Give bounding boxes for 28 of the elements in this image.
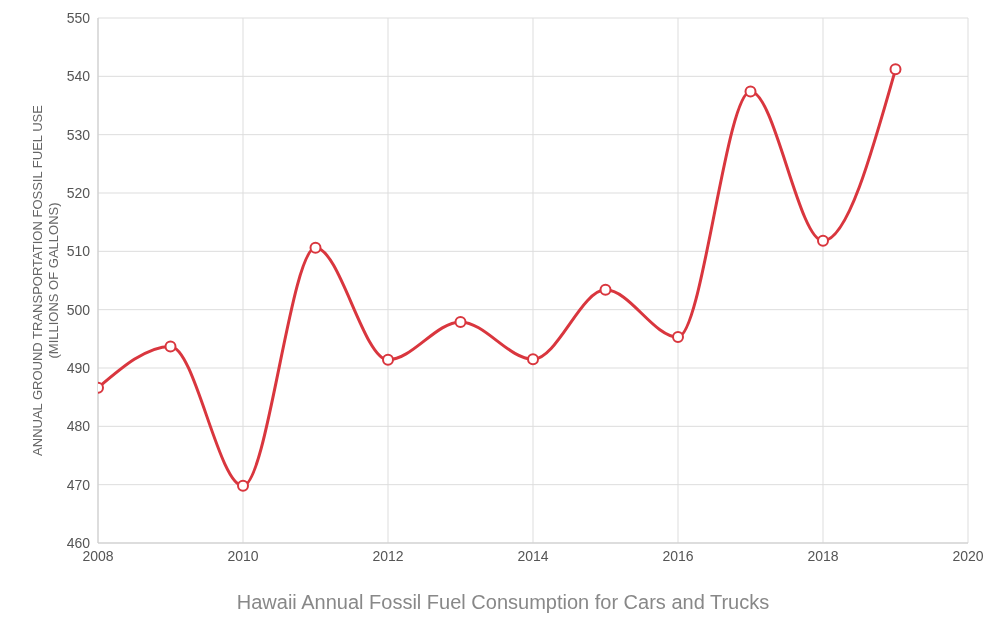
y-tick-label: 480 <box>66 418 91 435</box>
point <box>889 63 902 76</box>
y-tick-label: 500 <box>66 301 91 318</box>
point <box>237 479 249 492</box>
point <box>309 241 322 254</box>
point <box>454 315 467 328</box>
x-tick-label: 2012 <box>372 547 404 564</box>
y-tick-label: 540 <box>66 68 91 85</box>
point <box>382 353 394 366</box>
y-tick-label: 510 <box>66 243 91 260</box>
x-tick-label: 2016 <box>662 547 694 564</box>
x-tick-label: 2014 <box>517 547 549 564</box>
point <box>672 331 684 344</box>
y-tick-label: 550 <box>66 9 91 26</box>
x-tick-label: 2010 <box>227 547 259 564</box>
y-tick-label: 520 <box>66 184 91 201</box>
y-tick-label: 490 <box>66 359 91 376</box>
x-tick-label: 2020 <box>952 547 984 564</box>
y-tick-label: 530 <box>66 126 91 143</box>
y-tick-label: 470 <box>66 476 91 493</box>
y-axis-title: ANNUAL GROUND TRANSPORTATION FOSSIL FUEL USE (MILLIONS OF GALLONS) <box>30 104 61 456</box>
point <box>817 234 829 247</box>
point <box>164 340 177 353</box>
x-tick-label: 2018 <box>807 547 839 564</box>
point <box>599 283 612 296</box>
text: Hawaii Annual Fossil Fuel Consumption for Cars and Trucks <box>235 591 771 614</box>
point <box>744 85 757 98</box>
point <box>527 353 539 366</box>
